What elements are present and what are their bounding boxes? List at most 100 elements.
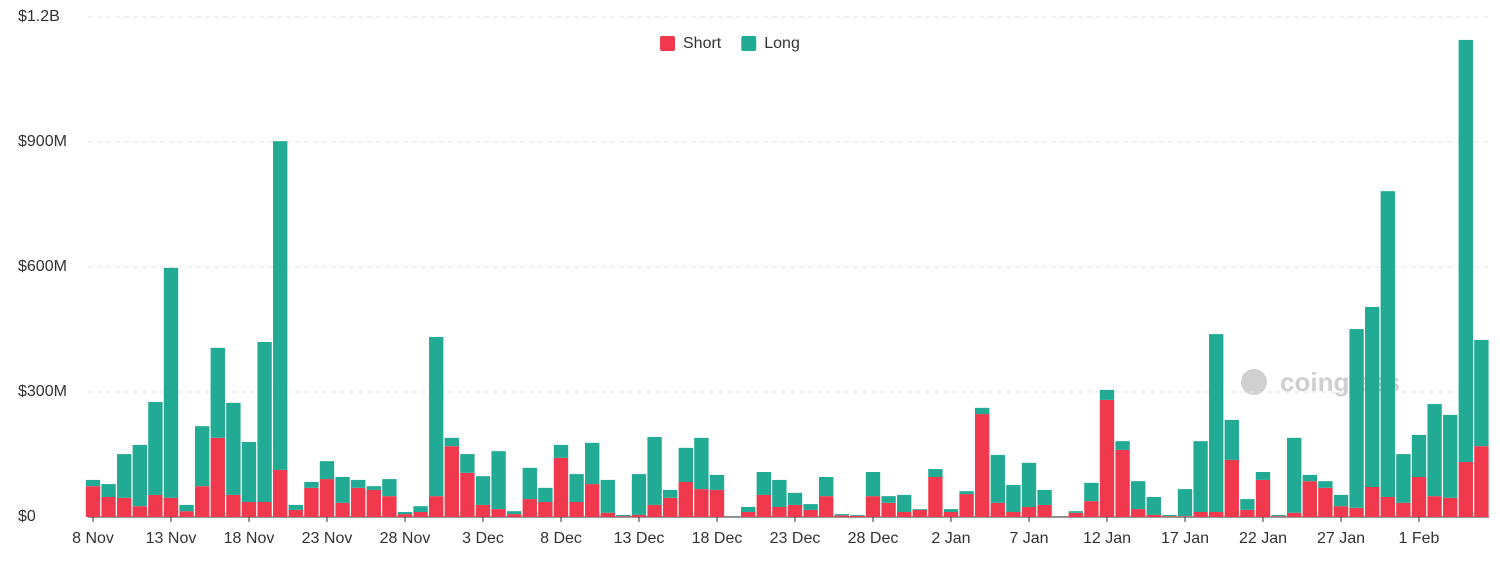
- bar-segment: [585, 484, 600, 517]
- bar-segment: [553, 444, 569, 458]
- bar-segment: [1271, 514, 1286, 517]
- bar-segment: [85, 479, 101, 487]
- bar-segment: [538, 487, 553, 502]
- bar-segment: [1427, 496, 1442, 517]
- bar-segment: [897, 512, 912, 517]
- bar-segment: [1474, 446, 1489, 517]
- bar-segment: [772, 507, 787, 517]
- bar-segment: [1037, 489, 1052, 505]
- bar-segment: [397, 514, 413, 517]
- bar-segment: [1255, 479, 1271, 517]
- bar-segment: [663, 497, 678, 517]
- bar-segment: [1131, 509, 1146, 517]
- bar-segment: [1037, 504, 1052, 517]
- bar-segment: [569, 474, 584, 502]
- x-tick-label: 3 Dec: [462, 530, 504, 547]
- bar-segment: [179, 511, 194, 517]
- bar-segment: [787, 492, 803, 505]
- bar-segment: [1458, 462, 1473, 517]
- bar-segment: [1021, 507, 1037, 517]
- bar-segment: [444, 446, 459, 517]
- watermark-icon: [1241, 369, 1267, 395]
- bar-segment: [117, 454, 132, 498]
- bar-segment: [460, 454, 475, 473]
- bar-segment: [273, 469, 288, 517]
- x-tick-label: 18 Dec: [692, 530, 743, 547]
- bar-segment: [600, 479, 615, 513]
- bar-segment: [631, 474, 647, 515]
- bar-segment: [803, 504, 818, 510]
- y-tick-label: $300M: [18, 383, 67, 400]
- bar-segment: [226, 402, 241, 495]
- x-tick-label: 27 Jan: [1317, 530, 1365, 547]
- bar-segment: [1396, 502, 1411, 517]
- bar-segment: [819, 496, 834, 517]
- bar-segment: [850, 515, 865, 517]
- bar-segment: [304, 487, 319, 517]
- bar-segment: [1411, 434, 1427, 477]
- x-tick-label: 28 Nov: [380, 530, 431, 547]
- bar-segment: [741, 512, 756, 517]
- bar-segment: [803, 509, 818, 517]
- bar-segment: [912, 509, 927, 517]
- legend-label: Long: [764, 35, 800, 52]
- bar-segment: [1209, 512, 1224, 517]
- y-tick-label: $0: [18, 508, 36, 525]
- bar-segment: [195, 486, 210, 517]
- bar-segment: [990, 502, 1005, 517]
- bar-segment: [117, 497, 132, 517]
- bar-segment: [1365, 487, 1380, 517]
- bar-segment: [694, 437, 709, 490]
- bar-segment: [756, 494, 771, 517]
- bar-segment: [304, 482, 319, 488]
- bar-segment: [865, 472, 881, 497]
- bar-segment: [1302, 474, 1317, 482]
- bar-segment: [522, 467, 537, 500]
- bar-segment: [912, 509, 927, 510]
- bar-segment: [241, 442, 257, 502]
- bar-segment: [569, 502, 584, 517]
- bar-segment: [1271, 516, 1286, 517]
- bar-segment: [132, 444, 147, 507]
- bar-segment: [1458, 39, 1473, 463]
- x-tick-label: 28 Dec: [848, 530, 899, 547]
- bar-segment: [444, 437, 459, 447]
- bar-segment: [1146, 497, 1161, 515]
- bar-segment: [881, 502, 896, 517]
- bar-segment: [585, 442, 600, 485]
- bar-segment: [273, 141, 288, 470]
- bar-segment: [1443, 497, 1458, 517]
- bar-segment: [943, 509, 959, 512]
- bar-segment: [1193, 512, 1208, 517]
- bar-segment: [1349, 329, 1364, 508]
- bar-segment: [257, 502, 272, 517]
- bar-segment: [1255, 472, 1271, 480]
- bar-segment: [475, 504, 491, 517]
- bar-segment: [288, 509, 303, 517]
- bar-segment: [319, 461, 335, 480]
- bar-segment: [1240, 509, 1255, 517]
- bar-segment: [1131, 481, 1146, 510]
- bar-segment: [1380, 497, 1395, 517]
- bar-segment: [241, 502, 257, 517]
- x-tick-label: 8 Dec: [540, 530, 582, 547]
- x-tick-label: 7 Jan: [1009, 530, 1048, 547]
- x-tick-label: 23 Dec: [770, 530, 821, 547]
- bar-segment: [928, 469, 943, 477]
- bar-segment: [257, 342, 272, 502]
- bar-segment: [741, 507, 756, 512]
- bar-segment: [647, 437, 662, 505]
- bar-segment: [616, 516, 631, 517]
- bar-segment: [1068, 511, 1083, 513]
- bar-segment: [553, 457, 569, 517]
- y-tick-label: $1.2B: [18, 8, 60, 25]
- x-tick-label: 13 Nov: [146, 530, 197, 547]
- bar-segment: [1099, 389, 1115, 400]
- bar-segment: [491, 509, 506, 517]
- bar-segment: [834, 514, 849, 516]
- bar-segment: [382, 479, 397, 497]
- bar-segment: [1209, 334, 1224, 512]
- bar-segment: [132, 506, 147, 517]
- x-tick-label: 1 Feb: [1399, 530, 1440, 547]
- bar-segment: [897, 494, 912, 512]
